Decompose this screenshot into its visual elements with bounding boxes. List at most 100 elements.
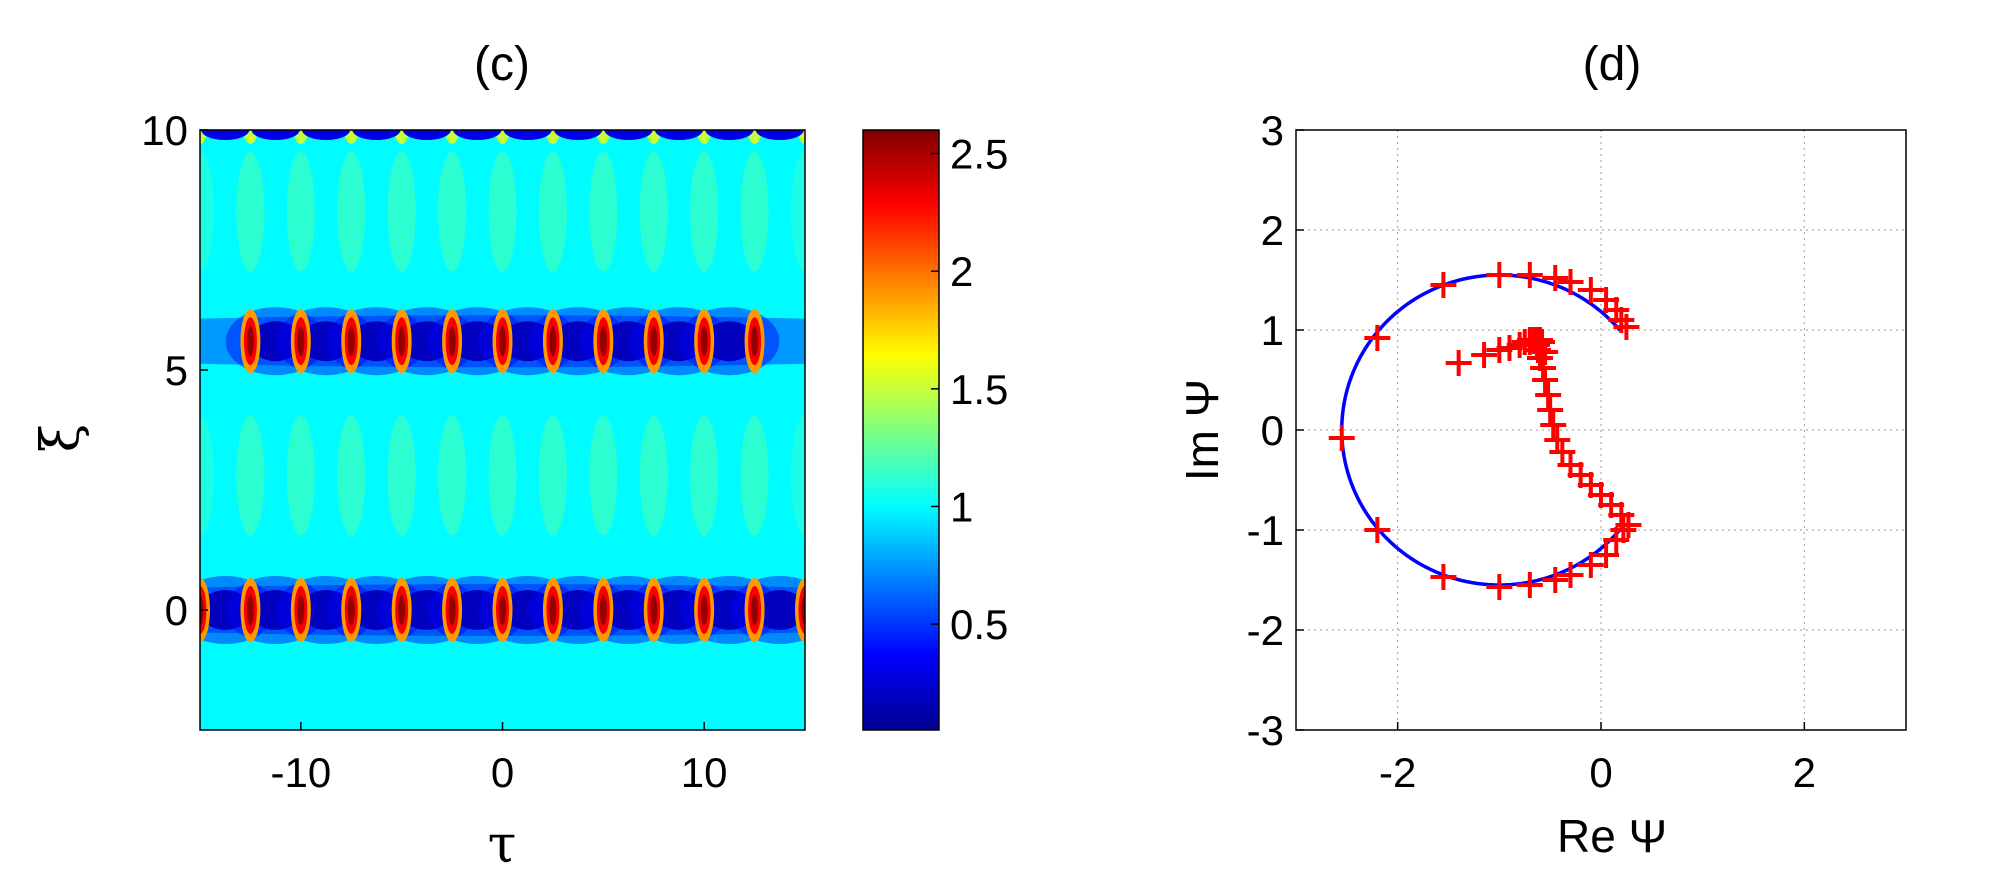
heatmap-ridge: [690, 151, 719, 272]
red-plus-marker: [1542, 567, 1569, 593]
red-plus-marker: [1537, 397, 1564, 423]
heatmap-edge-trough: [302, 130, 351, 140]
heatmap-ridge: [387, 151, 416, 272]
heatmap-ridge: [438, 151, 467, 272]
red-plus-marker: [1544, 427, 1571, 453]
panel-c-title: (c): [474, 38, 530, 91]
red-plus-marker: [1471, 342, 1498, 368]
heatmap-ridge: [337, 415, 366, 536]
panel-d-ytick-label: -1: [1247, 507, 1284, 554]
heatmap-edge-trough: [604, 130, 653, 140]
heatmap-ridge: [387, 415, 416, 536]
heatmap-ridge: [538, 415, 567, 536]
heatmap-ridge: [639, 415, 668, 536]
heatmap-peak: [751, 595, 759, 625]
red-plus-marker: [1516, 262, 1543, 288]
red-plus-marker: [1364, 325, 1391, 351]
heatmap-ridge: [286, 415, 315, 536]
heatmap-peak: [650, 326, 658, 357]
heatmap-peak: [448, 595, 456, 625]
panel-c: (c) -10 0 10 0 5 10 τ ξ 0.5 1 1.5 2 2.5: [31, 38, 1008, 875]
heatmap-edge-trough: [755, 130, 804, 140]
red-plus-marker: [1577, 552, 1604, 578]
colorbar: 0.5 1 1.5 2 2.5: [862, 129, 1008, 731]
heatmap-ridge: [740, 415, 769, 536]
red-plus-marker: [1328, 425, 1355, 451]
heatmap-ridge: [488, 151, 517, 272]
panel-c-xtick-label: -10: [270, 749, 331, 796]
panel-d-ytick-label: -2: [1247, 607, 1284, 654]
heatmap-peak: [297, 326, 305, 357]
heatmap-ridge: [236, 415, 265, 536]
heatmap-ridge: [286, 151, 315, 272]
heatmap-ridge: [200, 415, 214, 536]
red-plus-marker: [1593, 287, 1620, 313]
heatmap-trough: [652, 590, 705, 630]
heatmap-ridge: [538, 151, 567, 272]
heatmap-peak: [347, 595, 355, 625]
heatmap-ridge: [236, 151, 265, 272]
panel-c-ticks: -10 0 10 0 5 10: [141, 107, 727, 796]
heatmap-peak: [398, 595, 406, 625]
heatmap-edge-trough: [554, 130, 603, 140]
red-plus-marker: [1511, 329, 1538, 355]
heatmap-peak: [499, 326, 506, 357]
heatmap-ridge: [690, 415, 719, 536]
heatmap-ridge: [690, 151, 719, 272]
panel-c-ylabel: ξ: [31, 424, 91, 453]
panel-d-ylabel: Im Ψ: [1176, 379, 1228, 481]
red-plus-marker: [1557, 562, 1584, 588]
heatmap-trough: [400, 590, 453, 630]
red-plus-marker: [1430, 272, 1457, 298]
red-plus-marker: [1557, 269, 1584, 295]
panel-d-xlabel: Re Ψ: [1557, 810, 1667, 862]
heatmap-trough: [350, 590, 403, 630]
heatmap-trough: [249, 590, 302, 630]
heatmap-peak: [549, 595, 557, 625]
heatmap-ridge: [286, 415, 315, 536]
heatmap-trough: [602, 590, 655, 630]
heatmap-trough: [300, 590, 353, 630]
heatmap-ridge: [337, 415, 366, 536]
heatmap-peak: [448, 326, 456, 357]
panel-d-ytick-label: 3: [1261, 107, 1284, 154]
heatmap-ridge: [690, 415, 719, 536]
heatmap-edge-trough: [705, 130, 754, 140]
panel-c-ytick-label: 0: [165, 587, 188, 634]
heatmap-ridge: [286, 151, 315, 272]
heatmap-ridge: [337, 151, 366, 272]
panel-c-xlabel: τ: [488, 815, 517, 873]
panel-c-ytick-label: 5: [165, 347, 188, 394]
heatmap-trough: [602, 321, 655, 362]
panel-d-ytick-label: 2: [1261, 207, 1284, 254]
heatmap-ridge: [387, 151, 416, 272]
panel-d-grid: [1296, 129, 1906, 731]
heatmap-ridge: [639, 151, 668, 272]
heatmap-ridge: [488, 151, 517, 272]
heatmap-ridge: [538, 151, 567, 272]
colorbar-tick-label: 0.5: [950, 601, 1008, 648]
heatmap-ridge: [438, 415, 467, 536]
panel-d: (d) -2 0 2 -3 -2 -1 0 1 2 3 Re Ψ Im Ψ: [1176, 38, 1907, 862]
panel-d-title: (d): [1583, 38, 1642, 91]
heatmap-peak: [599, 595, 607, 625]
colorbar-tick-label: 1.5: [950, 366, 1008, 413]
heatmap-peak: [650, 595, 658, 625]
heatmap-ridge: [488, 415, 517, 536]
heatmap-edge-trough: [654, 130, 703, 140]
heatmap-layer: [200, 130, 805, 730]
red-plus-marker: [1610, 517, 1637, 543]
panel-d-xtick-label: 2: [1793, 749, 1816, 796]
heatmap-ridge: [589, 151, 618, 272]
heatmap-peak: [751, 326, 759, 357]
red-plus-marker: [1486, 262, 1513, 288]
heatmap-trough: [703, 321, 756, 362]
heatmap-trough: [501, 590, 554, 630]
heatmap-peak: [599, 326, 607, 357]
heatmap-trough: [451, 321, 504, 362]
heatmap-ridge: [740, 151, 769, 272]
heatmap-ridge: [387, 415, 416, 536]
heatmap-ridge: [200, 151, 214, 272]
red-plus-marker: [1577, 277, 1604, 303]
red-plus-marker: [1535, 382, 1562, 408]
